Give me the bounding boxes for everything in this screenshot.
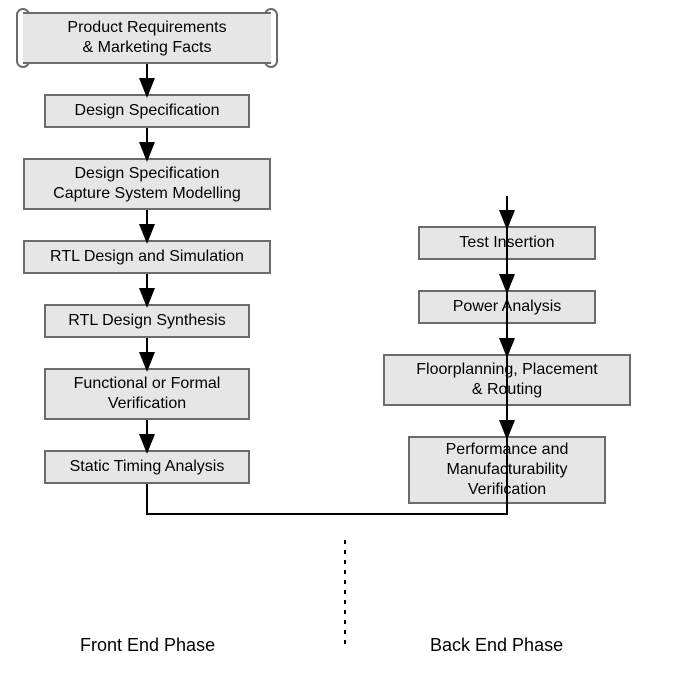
flowchart-canvas: Product Requirements& Marketing Facts De…: [0, 0, 689, 679]
node-label: Functional or FormalVerification: [74, 374, 221, 414]
node-label: Design Specification: [75, 101, 220, 121]
node-power-analysis: Power Analysis: [418, 290, 596, 324]
node-static-timing-analysis: Static Timing Analysis: [44, 450, 250, 484]
node-test-insertion: Test Insertion: [418, 226, 596, 260]
node-label: Floorplanning, Placement& Routing: [416, 360, 597, 400]
node-performance-verification: Performance andManufacturabilityVerifica…: [408, 436, 606, 504]
node-label: RTL Design and Simulation: [50, 247, 244, 267]
phase-label-back-end: Back End Phase: [430, 635, 563, 656]
phase-label-front-end: Front End Phase: [80, 635, 215, 656]
node-product-requirements: Product Requirements& Marketing Facts: [16, 10, 278, 66]
node-label: Power Analysis: [453, 297, 562, 317]
node-label: RTL Design Synthesis: [68, 311, 225, 331]
node-label: Test Insertion: [459, 233, 554, 253]
node-label: Performance andManufacturabilityVerifica…: [446, 440, 569, 500]
node-floorplanning: Floorplanning, Placement& Routing: [383, 354, 631, 406]
node-design-specification: Design Specification: [44, 94, 250, 128]
node-rtl-design-simulation: RTL Design and Simulation: [23, 240, 271, 274]
node-label: Product Requirements& Marketing Facts: [67, 18, 226, 58]
node-rtl-design-synthesis: RTL Design Synthesis: [44, 304, 250, 338]
node-label: Static Timing Analysis: [70, 457, 225, 477]
node-label: Design SpecificationCapture System Model…: [53, 164, 241, 204]
node-functional-verification: Functional or FormalVerification: [44, 368, 250, 420]
node-design-spec-capture: Design SpecificationCapture System Model…: [23, 158, 271, 210]
